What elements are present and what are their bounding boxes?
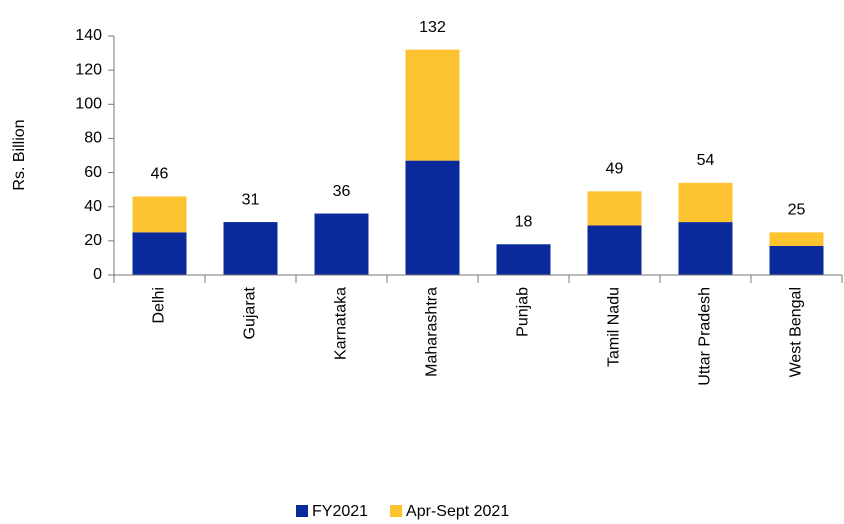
- bar: [496, 244, 551, 275]
- total-label: 25: [788, 202, 806, 219]
- y-tick-label: 140: [75, 27, 102, 44]
- x-tick-label: Karnataka: [333, 287, 350, 360]
- total-label: 36: [333, 183, 351, 200]
- y-tick-label: 60: [84, 164, 102, 181]
- y-tick-label: 120: [75, 61, 102, 78]
- legend-swatch: [296, 505, 308, 517]
- bar: [587, 191, 642, 226]
- x-tick-label: Delhi: [151, 287, 168, 323]
- total-label: 31: [242, 191, 260, 208]
- bar: [678, 182, 733, 223]
- y-tick-label: 80: [84, 130, 102, 147]
- y-tick-label: 40: [84, 198, 102, 215]
- bar: [132, 196, 187, 233]
- bar: [769, 245, 824, 275]
- y-tick-label: 20: [84, 232, 102, 249]
- y-axis-label: Rs. Billion: [11, 119, 28, 190]
- x-tick-label: Gujarat: [242, 286, 259, 339]
- bar: [223, 222, 278, 275]
- bar: [132, 232, 187, 275]
- x-tick-label: Uttar Pradesh: [697, 287, 714, 386]
- bar: [314, 213, 369, 275]
- legend-label: FY2021: [312, 503, 368, 520]
- bar: [587, 225, 642, 275]
- total-label: 54: [697, 152, 715, 169]
- x-tick-label: West Bengal: [788, 287, 805, 377]
- bar: [405, 49, 460, 161]
- total-label: 132: [419, 19, 446, 36]
- total-label: 18: [515, 213, 533, 230]
- legend-label: Apr-Sept 2021: [406, 503, 509, 520]
- bar: [678, 222, 733, 275]
- y-tick-label: 0: [93, 266, 102, 283]
- x-tick-label: Tamil Nadu: [606, 287, 623, 367]
- y-tick-label: 100: [75, 96, 102, 113]
- legend-swatch: [390, 505, 403, 517]
- x-tick-label: Maharashtra: [424, 287, 441, 377]
- x-tick-label: Punjab: [515, 287, 532, 337]
- bar: [769, 232, 824, 246]
- total-label: 46: [151, 166, 169, 183]
- total-label: 49: [606, 161, 624, 178]
- bar: [405, 160, 460, 275]
